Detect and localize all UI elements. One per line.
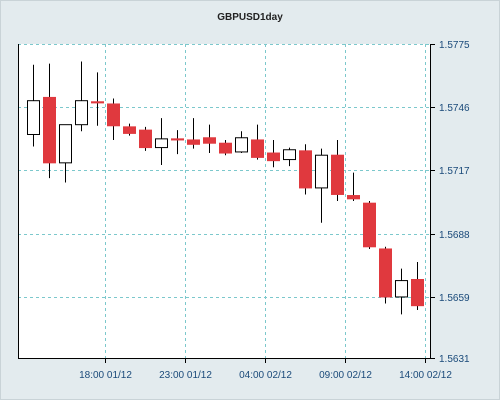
candle-body-down [171,138,184,141]
candle-body-up [235,137,248,153]
x-tick-label: 18:00 01/12 [79,370,132,381]
candle [203,124,216,154]
candle [139,126,152,151]
candle-body-down [331,154,344,195]
candle [379,246,392,304]
candle [267,139,280,168]
x-tick-label: 14:00 02/12 [399,370,452,381]
candle-body-up [315,154,328,189]
y-tick-label: 1.5688 [439,230,470,241]
candle [219,139,232,156]
axes: 1.5775 1.5746 1.5717 1.5688 1.5659 1.5631 18:0… [18,40,470,381]
candle [155,118,168,166]
plot-area [18,44,430,358]
y-tick-label: 1.5775 [439,40,470,51]
x-tick-label: 09:00 02/12 [319,370,372,381]
candle-body-down [267,152,280,162]
candle-body-down [363,202,376,248]
candle [299,144,312,195]
candle-body-down [139,129,152,149]
candle [395,268,408,315]
candle-body-up [27,100,40,135]
plot-background [18,44,430,358]
candle-body-down [187,139,200,145]
y-tick-label: 1.5631 [439,354,470,365]
candle-body-down [411,279,424,307]
candle [363,201,376,249]
grid-lines [18,44,430,359]
candle [107,98,120,140]
candle [235,131,248,154]
candle [331,139,344,201]
y-tick-label: 1.5659 [439,293,470,304]
candle [315,148,328,223]
candle-body-up [155,138,168,149]
candle [347,172,360,201]
candle-body-down [219,142,232,154]
y-tick-label: 1.5746 [439,103,470,114]
candle [411,262,424,311]
candle-body-down [203,137,216,144]
candle-body-down [107,103,120,127]
candles [27,61,424,315]
candle-body-up [283,149,296,161]
candle [171,130,184,155]
x-tick-label: 04:00 02/12 [239,370,292,381]
chart-title: GBPUSD1day [217,12,283,23]
candle-body-up [75,100,88,126]
candle-body-down [379,248,392,298]
candle-body-down [251,139,264,158]
candle-body-down [43,96,56,164]
candle-body-down [123,126,136,134]
candle [59,124,72,183]
candle-body-down [299,150,312,189]
candle-body-up [395,280,408,298]
candle [187,118,200,149]
y-tick-label: 1.5717 [439,166,470,177]
candle-body-up [59,124,72,164]
x-tick-label: 23:00 01/12 [159,370,212,381]
candle [251,124,264,160]
candle-body-down [91,101,104,104]
candle [27,64,40,147]
candle-body-down [347,195,360,200]
candle [91,72,104,126]
candle [43,63,56,179]
candle [123,123,136,136]
candle [283,147,296,167]
candle [75,61,88,132]
